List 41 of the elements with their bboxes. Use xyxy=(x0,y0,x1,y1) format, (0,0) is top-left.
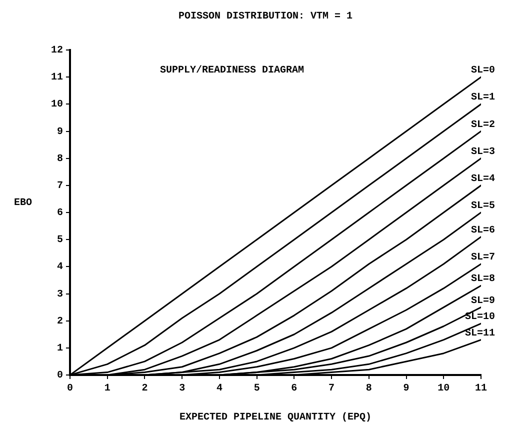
x-tick-label: 8 xyxy=(366,384,372,395)
series-label: SL=0 xyxy=(470,66,495,77)
y-tick-label: 8 xyxy=(56,154,63,165)
chart-title: POISSON DISTRIBUTION: VTM = 1 xyxy=(178,12,353,23)
series-label: SL=6 xyxy=(470,225,495,236)
y-tick-label: 0 xyxy=(56,370,63,382)
series-label: SL=2 xyxy=(470,120,495,131)
series-label: SL=11 xyxy=(464,328,495,340)
y-tick-label: 11 xyxy=(50,72,63,84)
series-label: SL=9 xyxy=(470,296,495,307)
x-tick-label: 4 xyxy=(216,384,222,395)
series-label: SL=7 xyxy=(470,252,495,264)
x-tick-label: 9 xyxy=(403,384,410,395)
series-label: SL=8 xyxy=(470,274,495,286)
y-tick-label: 4 xyxy=(56,262,63,274)
x-tick-label: 6 xyxy=(291,384,298,395)
series-label: SL=10 xyxy=(464,312,495,324)
series-label: SL=1 xyxy=(470,92,495,104)
y-tick-label: 12 xyxy=(50,46,63,57)
x-tick-label: 11 xyxy=(474,384,488,395)
x-tick-label: 2 xyxy=(142,384,148,395)
y-tick-label: 10 xyxy=(50,100,63,111)
x-tick-label: 3 xyxy=(179,384,186,395)
series-label: SL=3 xyxy=(470,146,495,158)
y-tick-label: 7 xyxy=(56,180,63,192)
x-tick-label: 1 xyxy=(104,384,110,395)
y-tick-label: 1 xyxy=(56,343,63,354)
x-tick-label: 5 xyxy=(254,384,260,395)
y-tick-label: 9 xyxy=(56,126,63,138)
x-tick-label: 0 xyxy=(66,384,74,395)
x-tick-label: 10 xyxy=(438,384,450,395)
y-axis-title: EBO xyxy=(14,198,32,210)
y-tick-label: 6 xyxy=(56,208,63,220)
series-label: SL=5 xyxy=(470,201,495,212)
y-tick-label: 5 xyxy=(56,235,63,246)
annotation: SUPPLY/READINESS DIAGRAM xyxy=(160,64,304,77)
y-tick-label: 3 xyxy=(56,289,63,300)
series-label: SL=4 xyxy=(470,174,495,185)
y-tick-label: 2 xyxy=(56,316,63,328)
x-axis-title: EXPECTED PIPELINE QUANTITY (EPQ) xyxy=(179,412,372,424)
x-tick-label: 7 xyxy=(328,384,335,395)
